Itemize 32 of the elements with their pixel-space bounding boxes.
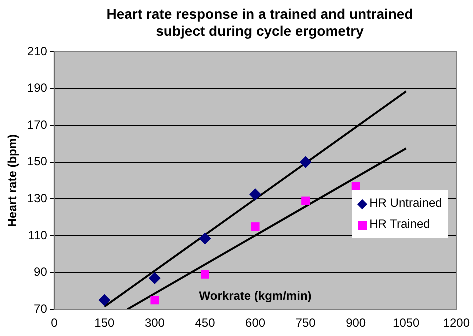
y-tick-label: 210 xyxy=(27,44,48,58)
point xyxy=(250,188,262,201)
y-tick-label: 170 xyxy=(27,118,48,132)
point xyxy=(201,270,210,279)
legend-label: HR Untrained xyxy=(368,195,442,212)
point xyxy=(150,296,160,305)
y-tick-label: 150 xyxy=(27,154,48,169)
x-tick-label: 1050 xyxy=(393,316,420,330)
legend-label: HR Trained xyxy=(368,216,432,234)
x-tick-label: 0 xyxy=(51,316,58,330)
x-tick-label: 150 xyxy=(94,316,116,330)
y-tick-label: 90 xyxy=(34,265,48,280)
x-tick-label: 750 xyxy=(296,316,316,330)
x-tick-label: 600 xyxy=(246,316,266,330)
point xyxy=(352,182,360,191)
x-axis-title: Workrate (kgm/min) xyxy=(199,288,312,303)
x-tick-label: 450 xyxy=(195,316,216,330)
point xyxy=(251,222,260,232)
y-tick-label: 190 xyxy=(27,81,48,96)
y-tick-label: 130 xyxy=(27,192,48,206)
y-tick-label: 110 xyxy=(28,228,48,242)
point xyxy=(300,156,312,168)
y-tick-label: 70 xyxy=(34,302,48,316)
y-axis-title: Heart rate (bpm) xyxy=(6,134,20,228)
point xyxy=(302,196,310,206)
x-tick-label: 900 xyxy=(346,316,366,330)
x-tick-label: 300 xyxy=(144,316,166,330)
point xyxy=(98,294,111,306)
x-tick-label: 1200 xyxy=(443,316,470,330)
chart-title: Heart rate response in a trained and untrained subject during cycle ergometry xyxy=(106,6,414,40)
point xyxy=(199,232,212,245)
point xyxy=(148,272,161,284)
